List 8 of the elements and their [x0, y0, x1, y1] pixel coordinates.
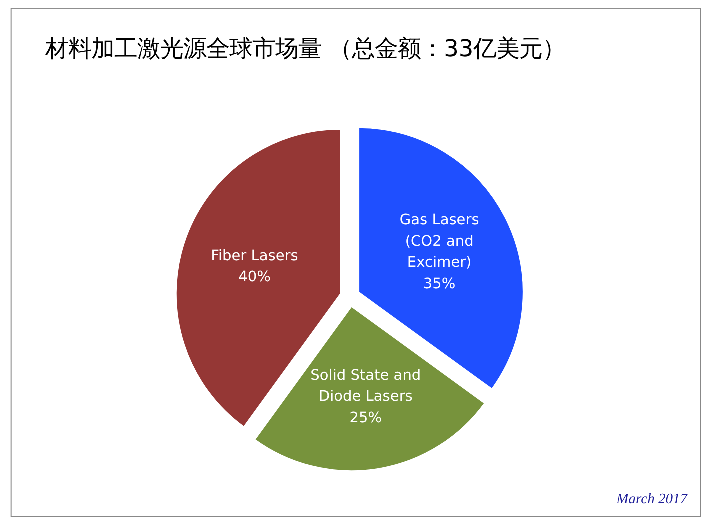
data-label: 25% [350, 410, 382, 426]
slice-label: Gas Lasers (CO2 and Excimer) [400, 212, 480, 272]
chart-title: 材料加工激光源全球市场量 （总金额：33亿美元） [44, 35, 566, 62]
text: March 2017 [616, 491, 688, 508]
slice-label: Solid State and Diode Lasers [310, 368, 422, 406]
data-label: 35% [423, 276, 456, 292]
data-label: 40% [238, 270, 271, 286]
slice-label: Fiber Lasers [211, 248, 298, 264]
